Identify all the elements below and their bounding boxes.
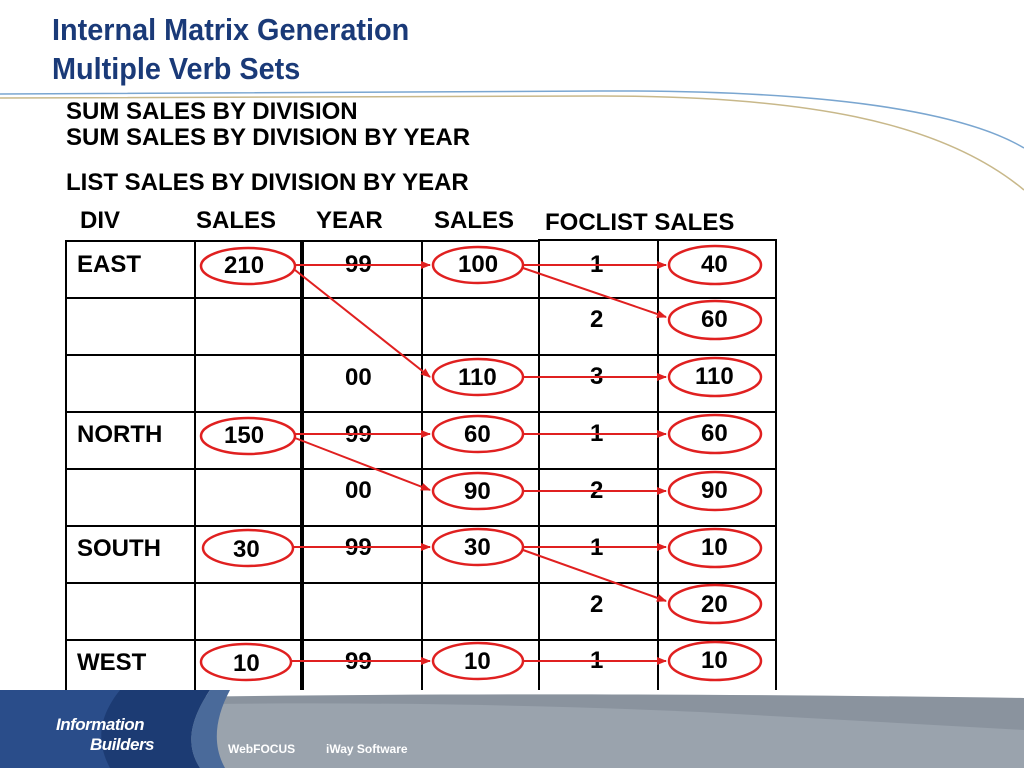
- oval-t2-90: [431, 471, 525, 511]
- t2-sales-7: 10: [464, 648, 491, 675]
- t1-div-0: EAST: [77, 251, 142, 278]
- oval-t1-10: [199, 642, 293, 682]
- oval-t1-210: [199, 246, 297, 286]
- t3-sales-0: 40: [701, 251, 728, 278]
- header-sales2: SALES: [434, 207, 515, 234]
- verb-line1: SUM SALES BY DIVISION: [66, 98, 358, 125]
- oval-t1-30: [201, 528, 295, 568]
- brand-logo-line2: Builders: [90, 735, 155, 754]
- oval-t3-60b: [667, 413, 763, 455]
- verb-line3: LIST SALES BY DIVISION BY YEAR: [66, 169, 469, 196]
- t2-sales-4: 90: [464, 478, 491, 505]
- t1-sales-7: 10: [233, 650, 260, 677]
- oval-t2-60: [431, 414, 525, 454]
- oval-t3-10a: [667, 527, 763, 569]
- t3-sales-2: 110: [695, 363, 734, 390]
- t3-sales-6: 20: [701, 591, 728, 618]
- oval-t3-10b: [667, 640, 763, 682]
- oval-t3-40: [667, 244, 763, 286]
- oval-t3-60a: [667, 299, 763, 341]
- footer-product-iway: iWay Software: [326, 742, 408, 756]
- t3-foclist-6: 2: [590, 591, 604, 618]
- verb-line2: SUM SALES BY DIVISION BY YEAR: [66, 124, 471, 151]
- t1-sales-3: 150: [224, 422, 265, 449]
- t2-sales-5: 30: [464, 534, 491, 561]
- oval-t3-90: [667, 470, 763, 512]
- header-div: DIV: [80, 207, 121, 234]
- brand-logo-line1: Information: [56, 715, 145, 734]
- swoosh-line-blue: [0, 90, 1024, 149]
- footer-product-webfocus: WebFOCUS: [228, 742, 296, 756]
- header-foclist: FOCLIST SALES: [545, 209, 735, 236]
- t1-div-7: WEST: [77, 649, 147, 676]
- oval-t3-110: [667, 356, 763, 398]
- arrow-100-60: [522, 267, 667, 318]
- t2-year-4: 00: [345, 477, 372, 504]
- t3-sales-4: 90: [701, 477, 728, 504]
- header-sales1: SALES: [196, 207, 277, 234]
- t1-sales-5: 30: [233, 536, 260, 563]
- t2-sales-2: 110: [458, 364, 497, 391]
- t1-sales-0: 210: [224, 252, 265, 279]
- slide-title-line1: Internal Matrix Generation: [52, 12, 410, 47]
- t3-sales-3: 60: [701, 420, 728, 447]
- oval-t2-10: [431, 641, 525, 681]
- arrow-east-00: [294, 269, 431, 378]
- swoosh-line-tan: [0, 95, 1024, 191]
- t2-year-2: 00: [345, 364, 372, 391]
- t2-sales-0: 100: [458, 251, 499, 278]
- t3-foclist-1: 2: [590, 306, 604, 333]
- arrow-30-20: [522, 549, 667, 602]
- t1-div-5: SOUTH: [77, 535, 161, 562]
- t3-sales-1: 60: [701, 306, 728, 333]
- table-year-sales: [302, 240, 540, 694]
- t2-sales-3: 60: [464, 421, 491, 448]
- t3-sales-5: 10: [701, 534, 728, 561]
- t3-sales-7: 10: [701, 647, 728, 674]
- oval-t2-110: [431, 357, 525, 397]
- header-year: YEAR: [316, 207, 383, 234]
- table-division-sales: [65, 240, 302, 694]
- oval-t3-20: [667, 583, 763, 625]
- oval-t2-30: [431, 527, 525, 567]
- t1-div-3: NORTH: [77, 421, 163, 448]
- slide-title-line2: Multiple Verb Sets: [52, 51, 301, 86]
- oval-t2-100: [431, 245, 525, 285]
- oval-t1-150: [199, 416, 297, 456]
- arrow-north-00: [294, 437, 431, 491]
- footer-band: [0, 690, 1024, 768]
- header-swoosh: [0, 90, 1024, 191]
